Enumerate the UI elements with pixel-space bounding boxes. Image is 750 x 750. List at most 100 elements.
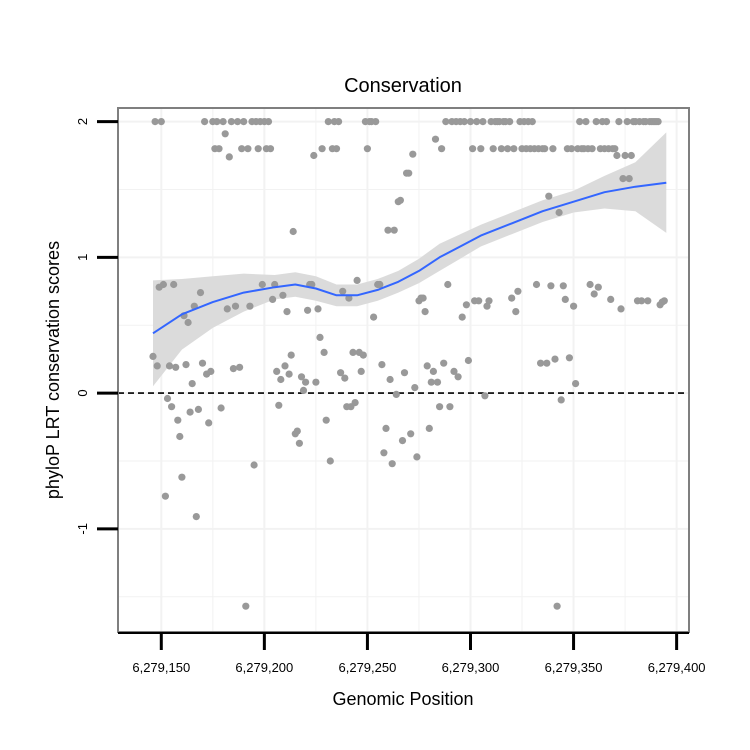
data-point: [590, 290, 598, 298]
data-point: [246, 302, 254, 310]
data-point: [541, 145, 549, 153]
data-point: [293, 427, 301, 435]
data-point: [477, 145, 485, 153]
data-point: [264, 118, 273, 126]
data-point: [213, 118, 221, 126]
data-point: [168, 403, 176, 411]
data-point: [409, 150, 417, 158]
data-point: [163, 394, 172, 403]
data-point: [339, 287, 347, 295]
data-point: [576, 118, 584, 126]
data-point: [332, 145, 341, 153]
data-point: [378, 361, 386, 369]
data-point: [188, 380, 196, 388]
data-point: [565, 354, 574, 362]
data-point: [617, 305, 625, 313]
data-point: [225, 153, 233, 161]
data-point: [207, 367, 215, 375]
data-point: [582, 118, 590, 126]
data-point: [281, 362, 289, 370]
data-point: [277, 375, 285, 384]
data-point: [450, 367, 458, 375]
data-point: [427, 378, 435, 386]
data-point: [475, 297, 483, 305]
data-point: [398, 437, 407, 445]
data-point: [242, 602, 250, 610]
data-point: [318, 145, 326, 153]
data-point: [151, 118, 159, 126]
data-point: [250, 461, 258, 469]
data-point: [514, 287, 522, 295]
data-point: [337, 369, 345, 377]
data-point: [363, 145, 371, 153]
data-point: [359, 351, 367, 359]
data-point: [559, 282, 567, 290]
data-point: [512, 308, 520, 316]
data-point: [433, 378, 442, 386]
data-point: [380, 449, 388, 457]
data-point: [316, 333, 324, 341]
data-point: [644, 297, 652, 305]
data-point: [421, 308, 429, 316]
data-point: [353, 276, 361, 284]
data-point: [157, 118, 165, 126]
data-point: [215, 145, 223, 153]
data-point: [419, 294, 427, 302]
data-point: [607, 295, 615, 303]
data-point: [431, 135, 440, 143]
data-point: [221, 130, 229, 138]
data-point: [351, 399, 359, 407]
data-point: [464, 356, 472, 365]
data-point: [295, 439, 303, 447]
data-point: [184, 318, 192, 327]
y-axis: -1 0 1 2: [75, 118, 118, 535]
data-point: [545, 192, 553, 200]
data-point: [273, 367, 281, 375]
data-point: [349, 348, 357, 356]
data-point: [266, 145, 275, 153]
data-point: [258, 280, 266, 289]
smooth-line: [152, 181, 667, 335]
data-point: [442, 118, 450, 126]
data-point: [386, 375, 394, 384]
data-point: [592, 118, 600, 126]
y-tick-label: 2: [75, 118, 90, 125]
data-point: [446, 403, 454, 411]
data-point: [186, 408, 194, 416]
data-point: [466, 118, 475, 126]
data-point: [407, 430, 415, 438]
data-point: [557, 396, 565, 404]
data-point: [413, 453, 421, 461]
x-tick-label: 6,279,250: [339, 660, 397, 675]
data-point: [602, 118, 611, 126]
data-point: [182, 361, 190, 369]
data-point: [497, 145, 505, 153]
data-point: [299, 386, 308, 394]
data-point: [159, 280, 167, 289]
data-point: [425, 424, 433, 432]
data-point: [473, 118, 481, 126]
data-point: [174, 416, 182, 424]
data-point: [485, 297, 493, 305]
data-point: [382, 424, 390, 432]
data-point: [458, 313, 466, 321]
data-point: [469, 145, 477, 153]
data-point: [308, 280, 316, 289]
data-point: [405, 169, 413, 177]
data-point: [555, 208, 563, 217]
data-point: [504, 145, 512, 153]
data-point: [161, 492, 169, 500]
data-point: [613, 151, 621, 160]
y-tick-label: 1: [75, 254, 90, 261]
data-point: [454, 373, 462, 381]
data-point: [438, 145, 446, 153]
data-point: [269, 295, 277, 303]
data-point: [510, 145, 518, 153]
data-point: [588, 145, 596, 153]
data-point: [236, 363, 244, 371]
data-point: [285, 370, 293, 378]
data-point: [304, 306, 312, 314]
x-tick-label: 6,279,400: [648, 660, 706, 675]
x-axis: 6,279,150 6,279,200 6,279,250 6,279,300 6,27…: [118, 632, 706, 675]
